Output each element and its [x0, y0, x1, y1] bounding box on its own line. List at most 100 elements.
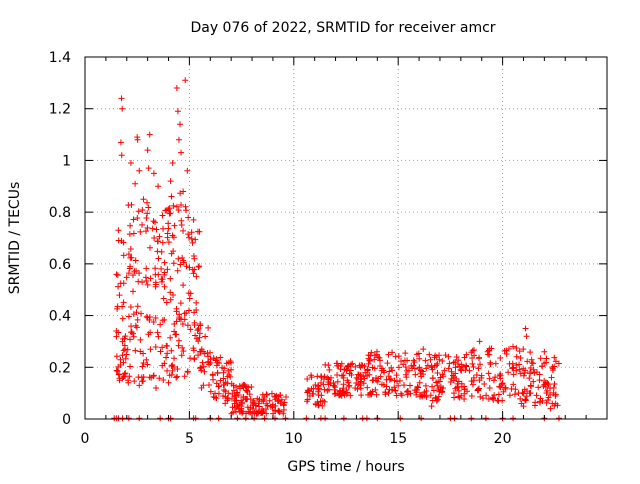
data-point [400, 382, 407, 389]
data-point [132, 347, 139, 354]
data-point [238, 403, 245, 410]
data-point [501, 347, 508, 354]
data-point [165, 225, 172, 232]
data-point [434, 382, 441, 389]
y-axis-label: SRMTID / TECUs [7, 182, 23, 295]
data-point [340, 388, 347, 395]
data-point [136, 415, 143, 422]
data-point [325, 375, 332, 382]
data-point [490, 377, 497, 384]
data-point [366, 357, 373, 364]
data-point [159, 276, 166, 283]
data-point [134, 214, 141, 221]
data-point [398, 358, 405, 365]
data-point [517, 395, 524, 402]
data-point [144, 281, 151, 288]
data-point [187, 355, 194, 362]
data-point [189, 239, 196, 246]
data-point [205, 324, 212, 331]
data-point [268, 390, 275, 397]
data-point [397, 390, 404, 397]
data-point [207, 356, 214, 363]
data-point [150, 170, 157, 177]
data-point [137, 228, 144, 235]
data-point [448, 375, 455, 382]
data-point [373, 391, 380, 398]
data-point [127, 222, 134, 229]
data-point [492, 374, 499, 381]
data-point [115, 283, 122, 290]
data-point [466, 367, 473, 374]
data-point [220, 369, 227, 376]
data-point [115, 371, 122, 378]
data-point [452, 370, 459, 377]
data-point [178, 352, 185, 359]
data-point [136, 270, 143, 277]
data-point [475, 365, 482, 372]
data-point [171, 222, 178, 229]
data-point [510, 343, 517, 350]
data-point [164, 350, 171, 357]
data-point [221, 365, 228, 372]
data-point [281, 399, 288, 406]
data-point [440, 373, 447, 380]
data-point [372, 386, 379, 393]
data-point [349, 360, 356, 367]
data-point [539, 363, 546, 370]
data-point [179, 254, 186, 261]
data-point [137, 336, 144, 343]
data-point [402, 350, 409, 357]
data-point [517, 370, 524, 377]
data-point [445, 353, 452, 360]
data-point [468, 393, 475, 400]
data-point [324, 374, 331, 381]
data-point [462, 362, 469, 369]
data-point [470, 346, 477, 353]
data-point [455, 393, 462, 400]
data-point [266, 397, 273, 404]
data-point [517, 354, 524, 361]
data-point [173, 318, 180, 325]
data-point [318, 374, 325, 381]
data-point [312, 400, 319, 407]
data-point [200, 363, 207, 370]
data-point [433, 397, 440, 404]
data-point [447, 378, 454, 385]
data-point [165, 239, 172, 246]
data-point [187, 290, 194, 297]
data-point [427, 356, 434, 363]
data-point [541, 348, 548, 355]
data-point [120, 373, 127, 380]
data-point [551, 380, 558, 387]
data-point [161, 271, 168, 278]
data-point [510, 365, 517, 372]
data-point [213, 395, 220, 402]
data-point [389, 349, 396, 356]
data-point [125, 313, 132, 320]
data-point [169, 367, 176, 374]
data-point [272, 393, 279, 400]
data-point [123, 351, 130, 358]
data-point [422, 357, 429, 364]
data-point [312, 382, 319, 388]
data-point [521, 369, 528, 376]
data-point [150, 373, 157, 380]
data-point [536, 377, 543, 384]
data-point [169, 160, 176, 167]
data-point [156, 233, 163, 240]
data-point [522, 325, 529, 332]
data-point [239, 410, 246, 417]
data-point [157, 415, 164, 422]
data-point [470, 363, 477, 370]
data-point [171, 328, 178, 335]
data-point [420, 346, 427, 353]
data-point [140, 196, 147, 203]
data-point [234, 415, 241, 422]
data-point [551, 354, 558, 361]
data-point [177, 300, 184, 307]
data-point [513, 362, 520, 369]
data-point [140, 374, 147, 381]
data-point [344, 389, 351, 396]
data-point [280, 406, 287, 413]
